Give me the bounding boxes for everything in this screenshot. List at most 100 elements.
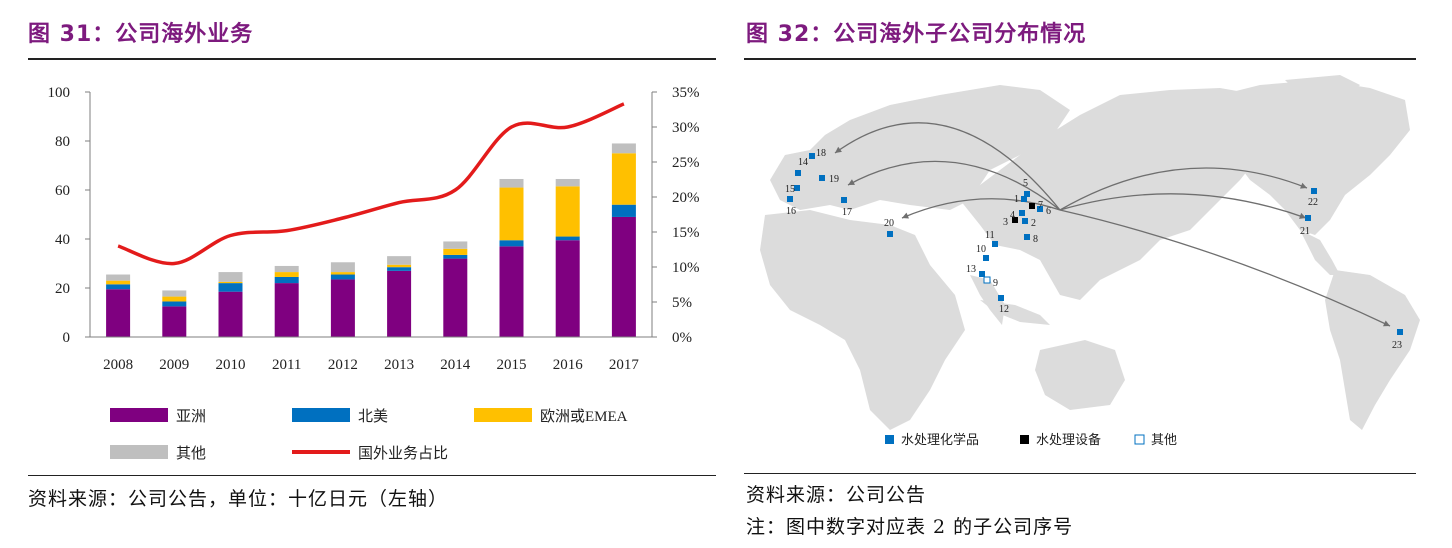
bar-asia-2015	[499, 246, 524, 337]
bar-other-2012	[330, 262, 355, 273]
legend-swatch-north_america	[292, 408, 350, 422]
bar-other-2017	[611, 143, 636, 154]
bar-north_america-2016	[555, 236, 580, 241]
right-tick-label: 20%	[672, 190, 700, 206]
subsidiary-marker-16	[787, 196, 793, 202]
bar-north_america-2015	[499, 240, 524, 247]
subsidiary-arc	[901, 198, 1061, 219]
bar-europe-2010	[218, 281, 243, 284]
subsidiary-marker-3	[1012, 217, 1018, 223]
bar-europe-2012	[330, 272, 355, 275]
x-tick-label: 2008	[103, 357, 133, 373]
bar-europe-2011	[274, 272, 299, 277]
subsidiary-marker-1	[1021, 196, 1027, 202]
subsidiary-label-4: 4	[1010, 210, 1015, 221]
figure-32-top-rule	[744, 58, 1416, 60]
subsidiary-marker-5	[1024, 191, 1030, 197]
x-tick-label: 2016	[553, 357, 584, 373]
bar-europe-2008	[106, 280, 131, 285]
subsidiary-marker-14	[795, 170, 801, 176]
land-north-america	[1200, 80, 1410, 235]
left-tick-label: 0	[63, 330, 71, 346]
bar-other-2011	[274, 265, 299, 273]
x-tick-label: 2012	[328, 357, 358, 373]
bar-north_america-2014	[443, 254, 468, 259]
bar-other-2009	[162, 290, 187, 297]
figure-32-source: 资料来源：公司公告	[746, 484, 927, 506]
bar-north_america-2017	[611, 204, 636, 217]
subsidiary-label-16: 16	[786, 206, 796, 217]
subsidiary-label-13: 13	[966, 264, 976, 275]
overseas-ratio-line	[117, 102, 625, 266]
subsidiary-label-10: 10	[976, 244, 986, 255]
subsidiary-marker-21	[1305, 215, 1311, 221]
subsidiary-label-11: 11	[985, 230, 995, 241]
right-tick-label: 10%	[672, 260, 700, 276]
subsidiary-marker-18	[809, 153, 815, 159]
legend-label: 北美	[358, 408, 388, 425]
arc-arrowhead	[1299, 212, 1306, 219]
subsidiary-label-14: 14	[798, 157, 808, 168]
subsidiary-label-8: 8	[1033, 234, 1038, 245]
left-tick-label: 80	[55, 134, 70, 150]
chart-legend: 亚洲 北美 欧洲或EMEA 其他 国外业务占比	[110, 408, 628, 462]
legend-swatch-other	[110, 445, 168, 459]
arc-arrowhead	[848, 179, 855, 185]
legend-label: 亚洲	[176, 409, 206, 425]
overseas-business-chart: 0 20 40 60 80 100 0% 5% 10% 15% 20% 25% 30% 35% 2008 20…	[48, 85, 700, 462]
land-europe	[770, 85, 1070, 210]
figure-32-bottom-rule	[744, 473, 1416, 474]
bar-asia-2012	[330, 279, 355, 337]
right-tick-label: 30%	[672, 120, 700, 136]
subsidiary-marker-12	[998, 295, 1004, 301]
bar-north_america-2008	[106, 284, 131, 290]
map-legend-swatch-other	[1134, 434, 1145, 445]
land-indonesia	[980, 300, 1050, 325]
bar-asia-2008	[106, 289, 131, 337]
bar-north_america-2013	[387, 267, 412, 271]
x-tick-label: 2017	[609, 357, 640, 373]
map-legend-swatch-chem	[885, 435, 894, 444]
subsidiary-label-15: 15	[785, 184, 795, 195]
bar-other-2016	[555, 178, 580, 187]
subsidiary-marker-15	[794, 185, 800, 191]
subsidiary-arc	[1059, 209, 1391, 327]
subsidiary-label-2: 2	[1031, 218, 1036, 229]
figure-32-title: 图 32：公司海外子公司分布情况	[746, 22, 1087, 47]
subsidiary-label-17: 17	[842, 207, 852, 218]
legend-swatch-europe	[474, 408, 532, 422]
bar-europe-2014	[443, 248, 468, 255]
subsidiary-arc	[1059, 167, 1308, 211]
arc-arrowhead	[835, 146, 842, 153]
land-central-america	[1300, 230, 1340, 275]
bar-north_america-2010	[218, 283, 243, 292]
subsidiary-label-7: 7	[1038, 200, 1043, 211]
land-australia	[1035, 340, 1125, 410]
subsidiary-arc	[847, 160, 1061, 211]
bar-europe-2013	[387, 264, 412, 268]
bar-asia-2011	[274, 283, 299, 337]
bar-other-2014	[443, 241, 468, 249]
bar-other-2013	[387, 256, 412, 265]
figure-31-top-rule	[28, 58, 716, 60]
land-greenland	[1285, 75, 1360, 105]
subsidiary-label-20: 20	[884, 218, 894, 229]
subsidiary-marker-7	[1029, 203, 1035, 209]
figure-31-source: 资料来源：公司公告，单位：十亿日元（左轴）	[28, 488, 449, 510]
figure-31-bottom-rule	[28, 475, 716, 476]
map-legend-label: 其他	[1151, 432, 1177, 447]
right-tick-label: 25%	[672, 155, 700, 171]
bar-europe-2015	[499, 187, 524, 241]
right-tick-label: 5%	[672, 295, 692, 311]
right-tick-label: 0%	[672, 330, 692, 346]
subsidiary-arc	[834, 122, 1061, 211]
bar-asia-2009	[162, 306, 187, 337]
x-tick-label: 2010	[216, 357, 246, 373]
figure-31-title: 图 31：公司海外业务	[28, 22, 254, 47]
subsidiary-marker-2	[1022, 218, 1028, 224]
bar-europe-2009	[162, 296, 187, 302]
right-tick-label: 35%	[672, 85, 700, 101]
left-tick-label: 20	[55, 281, 70, 297]
arc-layer	[834, 122, 1391, 327]
